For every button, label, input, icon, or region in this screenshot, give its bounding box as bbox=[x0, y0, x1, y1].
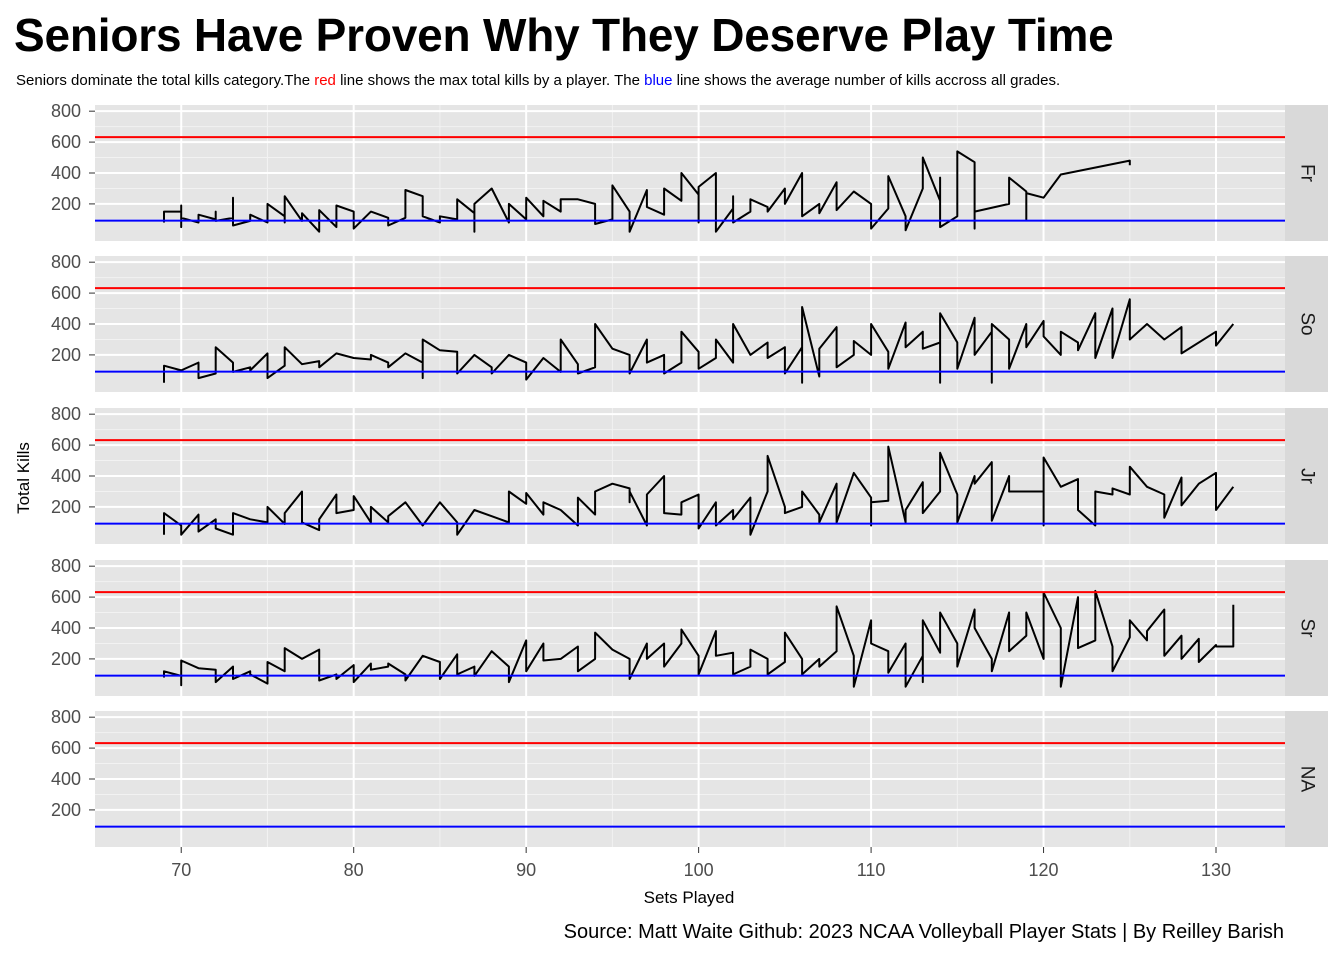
y-tick-label: 400 bbox=[51, 314, 81, 334]
panel-na: 200 400 600 800 NA bbox=[51, 707, 1328, 847]
y-tick-label: 600 bbox=[51, 587, 81, 607]
y-tick-label: 600 bbox=[51, 283, 81, 303]
y-tick-label: 800 bbox=[51, 556, 81, 576]
x-tick-label: 100 bbox=[684, 860, 714, 880]
x-tick-label: 130 bbox=[1201, 860, 1231, 880]
y-tick-label: 200 bbox=[51, 345, 81, 365]
x-tick-label: 110 bbox=[857, 860, 886, 880]
y-tick-label: 800 bbox=[51, 101, 81, 121]
y-tick-label: 600 bbox=[51, 132, 81, 152]
facet-strip bbox=[1285, 408, 1328, 544]
y-tick-label: 200 bbox=[51, 800, 81, 820]
y-tick-label: 400 bbox=[51, 163, 81, 183]
chart-subtitle: Seniors dominate the total kills categor… bbox=[16, 72, 1060, 89]
y-tick-label: 200 bbox=[51, 649, 81, 669]
subtitle-text-1: Seniors dominate the total kills categor… bbox=[16, 72, 315, 89]
y-tick-label: 400 bbox=[51, 769, 81, 789]
y-axis-title: Total Kills bbox=[14, 442, 33, 514]
facet-label: NA bbox=[1296, 766, 1317, 793]
panel-so: 200 400 600 800 So bbox=[51, 252, 1328, 392]
x-tick-label: 120 bbox=[1029, 860, 1059, 880]
facet-strip bbox=[1285, 256, 1328, 392]
series-line-sr bbox=[163, 589, 1235, 688]
chart-panels: 200 400 600 800 Fr 200 400 600 800 So 200 400 600 800… bbox=[51, 101, 1328, 847]
facet-label: Fr bbox=[1296, 164, 1317, 183]
facet-strip bbox=[1285, 711, 1328, 847]
panel-jr: 200 400 600 800 Jr bbox=[51, 404, 1328, 544]
facet-strip bbox=[1285, 105, 1328, 241]
x-tick-label: 70 bbox=[171, 860, 191, 880]
y-tick-label: 400 bbox=[51, 618, 81, 638]
facet-strip bbox=[1285, 560, 1328, 696]
x-axis-title: Sets Played bbox=[644, 888, 735, 907]
subtitle-blue-word: blue bbox=[644, 72, 673, 89]
y-tick-label: 200 bbox=[51, 497, 81, 517]
x-axis: 70 80 90 100 110 120 130 bbox=[171, 847, 1231, 880]
facet-label: So bbox=[1296, 312, 1317, 335]
y-tick-label: 600 bbox=[51, 738, 81, 758]
chart-title: Seniors Have Proven Why They Deserve Pla… bbox=[14, 9, 1114, 61]
y-tick-label: 400 bbox=[51, 466, 81, 486]
subtitle-text-2: line shows the max total kills by a play… bbox=[335, 72, 645, 89]
y-tick-label: 600 bbox=[51, 435, 81, 455]
y-tick-label: 800 bbox=[51, 707, 81, 727]
y-tick-label: 800 bbox=[51, 252, 81, 272]
source-caption: Source: Matt Waite Github: 2023 NCAA Vol… bbox=[563, 921, 1284, 943]
y-tick-label: 200 bbox=[51, 194, 81, 214]
facet-label: Jr bbox=[1296, 468, 1317, 485]
panel-fr: 200 400 600 800 Fr bbox=[51, 101, 1328, 241]
panel-sr: 200 400 600 800 Sr bbox=[51, 556, 1328, 696]
x-tick-label: 80 bbox=[344, 860, 364, 880]
series-line-jr bbox=[163, 445, 1235, 536]
facet-label: Sr bbox=[1296, 619, 1317, 639]
series-line-so bbox=[163, 298, 1235, 384]
series-line-fr bbox=[163, 150, 1131, 233]
subtitle-text-3: line shows the average number of kills a… bbox=[672, 72, 1061, 89]
y-tick-label: 800 bbox=[51, 404, 81, 424]
x-tick-label: 90 bbox=[516, 860, 536, 880]
subtitle-red-word: red bbox=[314, 72, 336, 89]
